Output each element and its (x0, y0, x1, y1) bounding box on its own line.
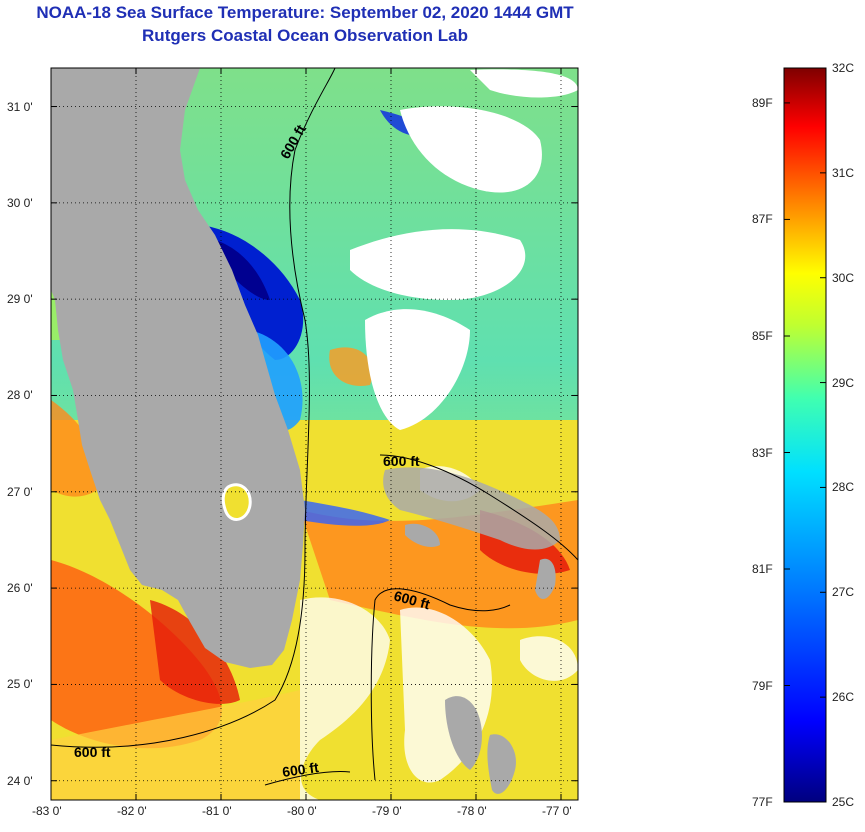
graticule (50, 68, 578, 800)
contour-600ft-south (264, 771, 351, 786)
map-frame (50, 67, 579, 801)
contour-label: 600 ft (74, 744, 111, 760)
lon-tick-label: -83 0' (32, 804, 62, 818)
lat-tick-label: 29 0' (7, 292, 33, 307)
grand-bahama-island (405, 523, 440, 547)
colorbar (783, 67, 827, 803)
lake-okeechobee (221, 483, 252, 521)
hot-gulf-patch (150, 600, 240, 704)
lon-tick-label: -81 0' (202, 804, 232, 818)
celsius-label: 25C (832, 795, 855, 809)
fahrenheit-label: 77F (752, 795, 773, 809)
celsius-label: 32C (832, 61, 855, 75)
cool-strait-patch (300, 500, 390, 526)
fahrenheit-label: 89F (752, 95, 773, 110)
bahamas-island (535, 558, 556, 600)
contour-600ft-bahamas-south (370, 588, 511, 781)
cloud-patch (350, 229, 526, 300)
contour-label: 600 ft (383, 453, 420, 469)
lat-tick-label: 30 0' (7, 195, 33, 210)
warm-gulf-patch (51, 560, 222, 749)
fahrenheit-label: 83F (752, 445, 773, 460)
lon-tick-label: -80 0' (287, 804, 317, 818)
warm-southwest (51, 690, 300, 800)
lon-tick-label: -78 0' (457, 804, 487, 818)
lon-tick-label: -82 0' (117, 804, 147, 818)
celsius-label: 27C (832, 585, 855, 600)
cloud-patch (365, 309, 470, 430)
celsius-label: 26C (832, 690, 855, 705)
map-title: NOAA-18 Sea Surface Temperature: Septemb… (36, 3, 574, 22)
contour-600ft-florida (51, 68, 336, 748)
cloud-patch (520, 636, 578, 681)
lon-tick-label: -77 0' (542, 804, 572, 818)
lat-tick-label: 24 0' (7, 773, 33, 788)
lat-tick-label: 25 0' (7, 677, 33, 692)
cloud-patch (400, 106, 542, 193)
warm-spot (329, 347, 373, 386)
cloud-patch (470, 69, 578, 98)
fahrenheit-label: 85F (752, 329, 773, 343)
contour-600ft-bahamas-north (379, 454, 578, 561)
celsius-label: 29C (832, 375, 855, 390)
little-bahama-bank (383, 467, 560, 550)
cold-core (215, 240, 270, 300)
lat-tick-label: 26 0' (7, 581, 33, 596)
fahrenheit-label: 87F (752, 212, 773, 227)
celsius-label: 30C (832, 270, 855, 285)
fahrenheit-label: 81F (752, 562, 773, 576)
fahrenheit-label: 79F (752, 678, 773, 693)
celsius-label: 31C (832, 165, 855, 180)
lat-tick-label: 28 0' (7, 388, 33, 403)
contour-label: 600 ft (281, 759, 320, 780)
cloud-patch (300, 597, 390, 800)
lat-tick-label: 27 0' (7, 484, 33, 499)
lon-tick-label: -79 0' (372, 804, 402, 818)
map-subtitle: Rutgers Coastal Ocean Observation Lab (142, 26, 468, 45)
bahamas-island (487, 734, 516, 794)
colorbar-ticks (784, 67, 826, 803)
lat-tick-label: 31 0' (7, 99, 33, 114)
andros-island (445, 696, 482, 770)
celsius-label: 28C (832, 480, 855, 495)
